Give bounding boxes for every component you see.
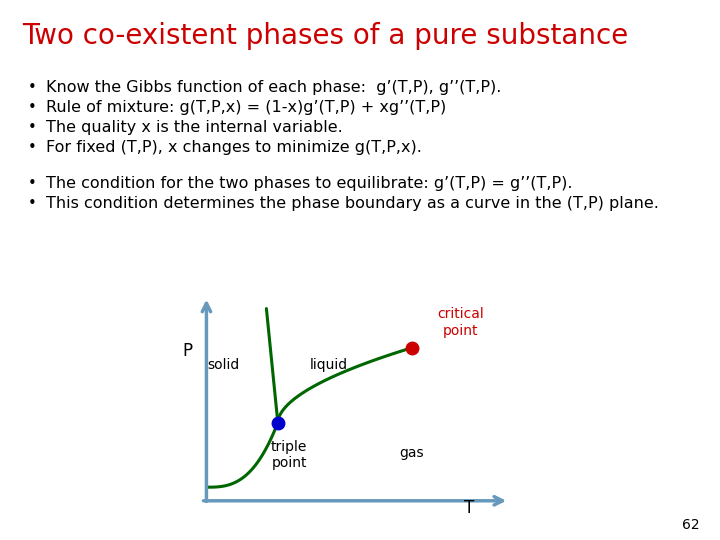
Text: •: • [28,80,37,95]
Text: •: • [28,176,37,191]
Text: 62: 62 [683,518,700,532]
Text: solid: solid [207,357,240,372]
Text: •: • [28,100,37,115]
Text: triple
point: triple point [271,440,307,470]
Text: Rule of mixture: g(T,P,x) = (1-x)g’(T,P) + xg’’(T,P): Rule of mixture: g(T,P,x) = (1-x)g’(T,P)… [46,100,446,115]
Text: T: T [464,498,474,517]
Text: •: • [28,196,37,211]
Text: Two co-existent phases of a pure substance: Two co-existent phases of a pure substan… [22,22,629,50]
Text: For fixed (T,P), x changes to minimize g(T,P,x).: For fixed (T,P), x changes to minimize g… [46,140,422,155]
Text: liquid: liquid [310,357,348,372]
Text: Know the Gibbs function of each phase:  g’(T,P), g’’(T,P).: Know the Gibbs function of each phase: g… [46,80,501,95]
Text: P: P [183,342,193,360]
Text: gas: gas [400,446,424,460]
Text: The quality x is the internal variable.: The quality x is the internal variable. [46,120,343,135]
Text: This condition determines the phase boundary as a curve in the (T,P) plane.: This condition determines the phase boun… [46,196,659,211]
Text: critical
point: critical point [437,307,484,338]
Text: •: • [28,140,37,155]
Text: The condition for the two phases to equilibrate: g’(T,P) = g’’(T,P).: The condition for the two phases to equi… [46,176,572,191]
Text: •: • [28,120,37,135]
